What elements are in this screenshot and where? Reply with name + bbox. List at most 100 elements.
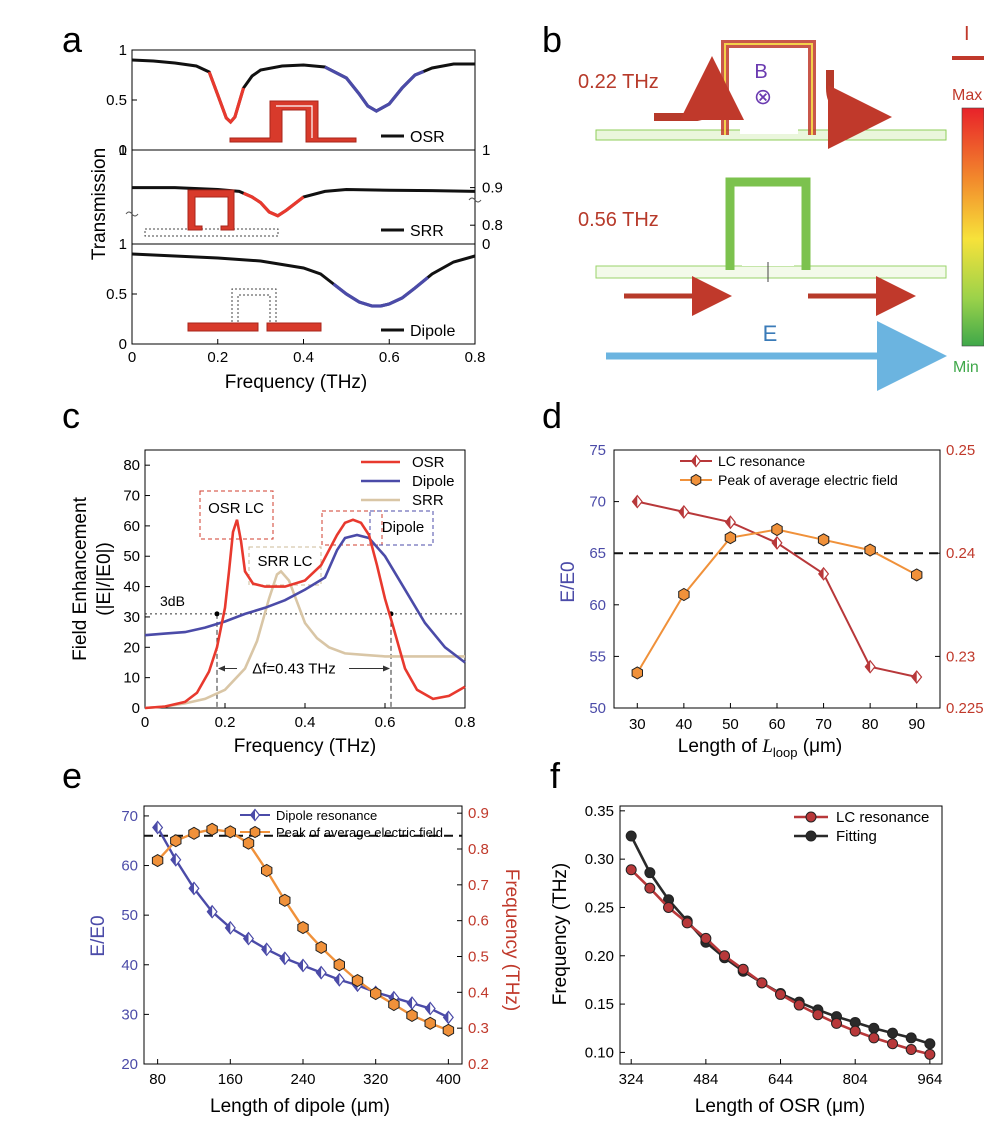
e-point-peak [279,893,291,907]
f-point [887,1038,899,1050]
panel-letter-a: a [62,19,83,60]
f-point [644,867,656,879]
f-x-tick-label: 804 [843,1071,868,1088]
d-point-peak [631,666,643,680]
f-line-fitting [630,835,931,1045]
e-point-peak [406,1008,418,1022]
c-curve-dipole [144,533,466,664]
colorbar-min-label: Min [953,359,979,376]
c-x-tick-label: 0.8 [455,714,476,731]
f-y-tick-label: 0.15 [585,996,614,1013]
panel-f-curves [625,830,936,1060]
e-point-dipole-half [152,821,158,834]
a-curve-highlight [242,191,305,218]
c-x-tick-label: 0 [141,714,149,731]
c-x-tick-label: 0.4 [295,714,316,731]
panel-a-legends: OSR SRR Dipole [381,129,455,340]
f-x-tick-label: 484 [693,1071,718,1088]
e-point-peak [224,825,236,839]
a-legend-label: SRR [410,223,444,240]
e-point-dipole-half [407,997,413,1010]
d-point-lc-half [911,671,917,684]
c-srr-lc-label: SRR LC [257,553,312,570]
d-y-tick-label: 55 [589,648,606,665]
panel-f-y-label: Frequency (THz) [550,863,571,1006]
panel-e-y-label-left: E/E0 [88,915,109,956]
f-point [737,963,749,975]
a-y-tick-label: 1 [119,42,127,59]
f-point [924,1048,936,1060]
srr-dashed-outline [144,228,279,237]
panel-d-x-label-sub: loop [773,745,798,760]
a-y-tick-label: 0 [119,336,127,353]
d-y-tick-right-label: 0.24 [946,545,975,562]
current-label: I [964,23,970,45]
panel-d-legend: LC resonance Peak of average electric fie… [680,453,898,488]
f-x-tick-label: 324 [619,1071,644,1088]
field-map-lower-loop [725,177,811,270]
d-y-tick-label: 75 [589,442,606,459]
c-delta-label: Δf=0.43 THz [252,661,336,678]
panel-d-y-label: E/E0 [558,561,579,602]
e-point-peak [242,836,255,850]
e-x-tick-label: 240 [290,1071,315,1088]
panel-e-curves [144,820,462,1037]
d-y-tick-label: 65 [589,545,606,562]
e-point-peak [206,822,218,836]
panel-d-x-label-prefix: Length of [678,736,763,757]
f-point [625,830,637,842]
panel-a-ticks: 0 0.2 0.4 0.6 0.810.501 10.90.810.500 [106,42,503,366]
e-y-tick-right-label: 0.9 [468,805,489,822]
e-legend-label: Peak of average electric field [276,825,443,840]
panel-e-frame [143,805,463,1065]
f-point [756,977,768,989]
f-point [775,988,787,1000]
d-point-lc-half [865,660,871,673]
f-legend-label: Fitting [836,828,877,845]
e-x-tick-label: 160 [218,1071,243,1088]
d-point-peak [911,568,923,582]
a-x-tick-label: 0.8 [465,349,486,366]
e-point-dipole-half [261,943,267,956]
a-x-tick-label: 0.6 [379,349,400,366]
c-delta-arrowhead [383,665,390,672]
e-point-dipole-half [334,973,340,986]
e-y-tick-right-label: 0.2 [468,1056,489,1073]
e-y-tick-right-label: 0.7 [468,877,489,894]
panel-d-ticks: 30 40 50 60 70 80 90 50 55 60 65 70 75 0.225 0.23 0.24 0… [589,442,983,733]
panel-e-ticks: 80 160 240 320 400 20 30 40 50 60 70 0.2 0.3 0.4 0.5 0.… [121,805,489,1088]
osr-shape-icon [229,100,357,143]
e-y-tick-right-label: 0.6 [468,913,489,930]
e-point-dipole-half [280,952,285,965]
e-point-peak [315,940,327,954]
panel-d-chart: 30 40 50 60 70 80 90 50 55 60 65 70 75 0.225 0.23 0.24 0… [558,442,984,760]
e-y-tick-label: 60 [121,858,138,875]
c-legend-label: OSR [412,454,445,471]
c-y-tick-label: 50 [123,548,140,565]
panel-letter-d: d [542,395,562,436]
c-y-tick-label: 0 [132,700,140,717]
e-point-dipole-half [243,932,249,945]
f-y-tick-label: 0.30 [585,851,614,868]
f-y-tick-label: 0.25 [585,899,614,916]
c-curve-srr [144,569,465,710]
e-x-tick-label: 320 [363,1071,388,1088]
f-x-tick-label: 964 [917,1071,942,1088]
a-curve-srr [132,186,476,218]
panel-f-chart: 324 484 644 804 9640.100.150.200.250.300.35 … [550,803,943,1117]
panel-d-curves [614,494,940,685]
d-legend-label: Peak of average electric field [718,472,898,488]
f-point [719,950,731,962]
c-x-tick-label: 0.2 [215,714,236,731]
current-arrow-up-icon [654,56,744,121]
freq-label-022: 0.22 THz [578,71,659,93]
c-y-tick-label: 30 [123,609,140,626]
panel-letter-b: b [542,19,562,60]
e-point-peak [297,921,309,935]
c-x-tick-label: 0.6 [375,714,396,731]
osr-shape-inner-icon [276,105,313,138]
e-y-tick-label: 20 [121,1056,138,1073]
d-legend-label: LC resonance [718,453,805,469]
panel-c-ticks: 0 0.2 0.4 0.6 0.8 0 10 20 30 40 50 60 70 80 [123,457,475,731]
